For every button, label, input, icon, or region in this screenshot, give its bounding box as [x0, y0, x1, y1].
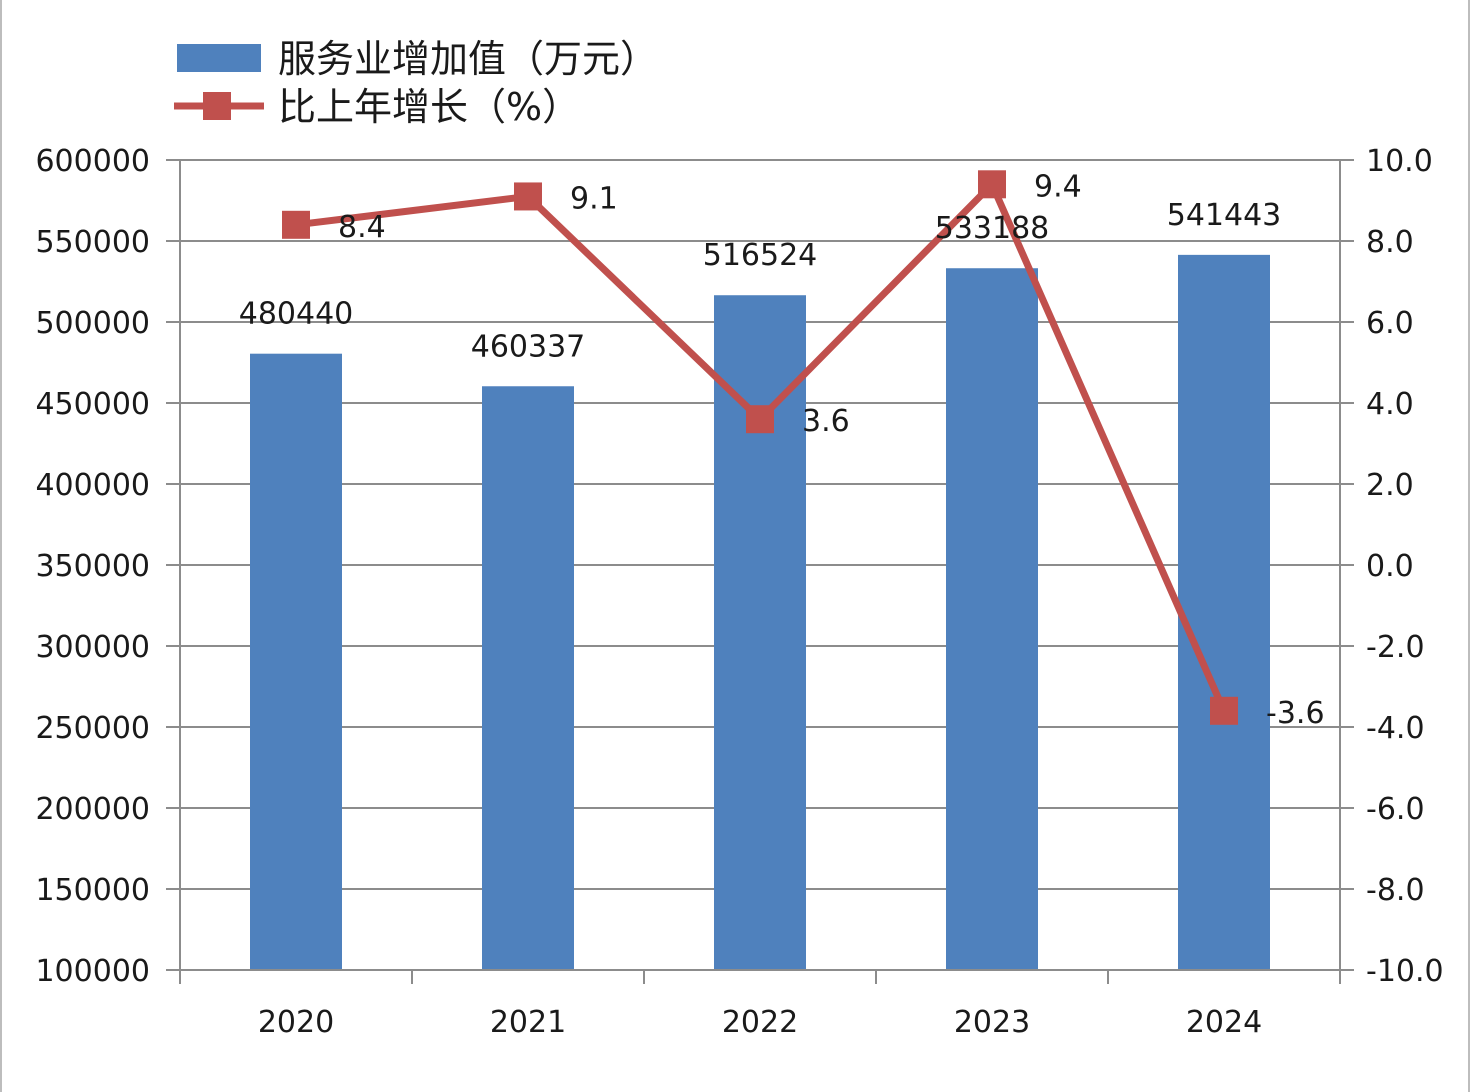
right-axis-tick-label: -6.0 — [1366, 792, 1425, 827]
growth-marker-2022 — [746, 405, 774, 434]
bar-data-label: 533188 — [935, 211, 1050, 246]
bar-2021 — [482, 386, 574, 971]
left-axis-tick-label: 300000 — [35, 630, 150, 665]
right-axis-tick-label: 6.0 — [1366, 306, 1414, 341]
line-data-label: 9.1 — [570, 181, 618, 216]
left-axis-tick-label: 350000 — [35, 549, 150, 584]
x-axis-tick-label: 2022 — [722, 1005, 798, 1040]
x-axis-tick-label: 2020 — [258, 1005, 334, 1040]
legend: 服务业增加值（万元）比上年增长（%） — [174, 37, 658, 129]
right-axis-tick-label: 0.0 — [1366, 549, 1414, 584]
left-axis-tick-label: 550000 — [35, 225, 150, 260]
growth-marker-2024 — [1210, 696, 1238, 725]
left-axis-tick-label: 450000 — [35, 387, 150, 422]
bar-2020 — [250, 353, 342, 970]
growth-marker-2023 — [978, 170, 1006, 199]
right-axis-tick-label: 2.0 — [1366, 468, 1414, 503]
bar-data-label: 480440 — [239, 297, 354, 332]
line-data-label: 9.4 — [1034, 169, 1082, 204]
line-data-label: -3.6 — [1266, 696, 1325, 731]
right-axis-tick-label: 10.0 — [1366, 144, 1433, 179]
bar-data-label: 516524 — [703, 238, 818, 273]
left-axis-tick-label: 200000 — [35, 792, 150, 827]
left-axis-tick-label: 500000 — [35, 306, 150, 341]
growth-marker-2021 — [514, 182, 542, 211]
bar-series — [250, 254, 1270, 971]
right-axis-tick-label: -8.0 — [1366, 873, 1425, 908]
line-series — [282, 170, 1238, 725]
legend-swatch-marker — [203, 92, 231, 120]
data-labels: 480440 460337 516524 533188 541443 8.4 9.1 3.6 9… — [239, 169, 1325, 731]
x-axis-tick-label: 2024 — [1186, 1005, 1262, 1040]
left-axis-tick-label: 100000 — [35, 954, 150, 989]
growth-marker-2020 — [282, 210, 310, 239]
left-axis-tick-label: 150000 — [35, 873, 150, 908]
line-data-label: 3.6 — [802, 404, 850, 439]
line-data-label: 8.4 — [338, 210, 386, 245]
left-axis-tick-label: 400000 — [35, 468, 150, 503]
right-axis-tick-label: 8.0 — [1366, 225, 1414, 260]
bar-data-label: 460337 — [471, 329, 586, 364]
bar-2022 — [714, 295, 806, 971]
left-axis-tick-label: 250000 — [35, 711, 150, 746]
right-axis-tick-label: -10.0 — [1366, 954, 1444, 989]
bar-2024 — [1178, 254, 1270, 971]
legend-label-line: 比上年增长（%） — [278, 85, 580, 129]
right-axis-tick-label: -2.0 — [1366, 630, 1425, 665]
tick-labels: 100000 -10.0 150000 -8.0 200000 -6.0 250000 -4.… — [35, 144, 1443, 1040]
axes — [166, 159, 1354, 984]
right-axis-tick-label: -4.0 — [1366, 711, 1425, 746]
bar-data-label: 541443 — [1167, 198, 1282, 233]
bar-2023 — [946, 268, 1038, 970]
x-axis-tick-label: 2023 — [954, 1005, 1030, 1040]
right-axis-tick-label: 4.0 — [1366, 387, 1414, 422]
left-axis-tick-label: 600000 — [35, 144, 150, 179]
legend-label-bar: 服务业增加值（万元） — [278, 37, 658, 81]
legend-swatch-bar — [177, 44, 261, 72]
x-axis-tick-label: 2021 — [490, 1005, 566, 1040]
